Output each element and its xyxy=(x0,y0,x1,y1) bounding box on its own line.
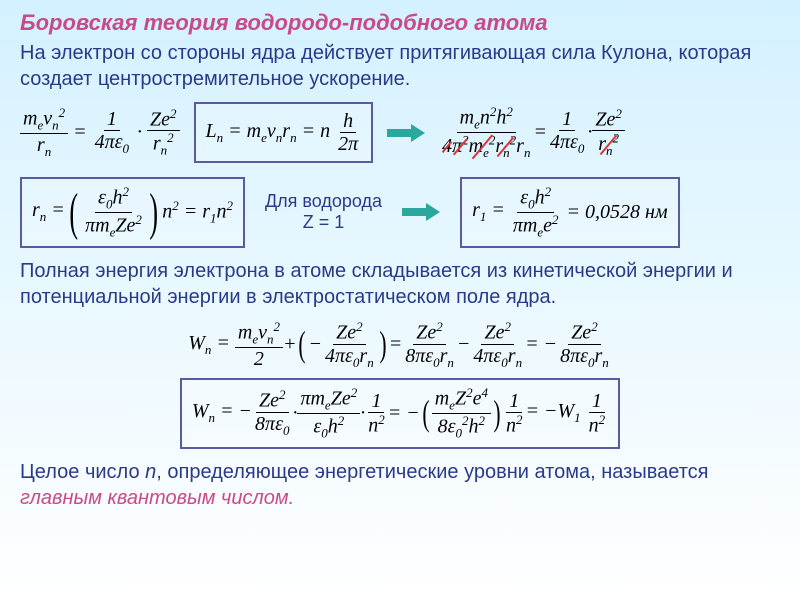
arrow-icon xyxy=(402,203,440,221)
angular-momentum-eq: Ln = mevnrn = n h2π xyxy=(194,102,374,163)
r1-eq: r1 = ε0h2πmee2 = 0,0528 нм xyxy=(460,177,680,248)
wn-final-eq: Wn = − Ze28πε0 · πmeZe2ε0h2 · 1n2 = − ( … xyxy=(180,378,620,449)
equation-row-2: rn = ( ε0h2πmeZe2 ) n2 = r1n2 Для водоро… xyxy=(20,177,780,248)
derived-eq: men2h2 4π2me2rn2rn = 14πε0 · Ze2rn2 xyxy=(439,105,625,160)
hydrogen-note: Для водорода Z = 1 xyxy=(265,191,382,233)
equation-row-4: Wn = − Ze28πε0 · πmeZe2ε0h2 · 1n2 = − ( … xyxy=(20,378,780,449)
energy-text: Полная энергия электрона в атоме складыв… xyxy=(20,258,780,310)
highlight-term: главным квантовым числом. xyxy=(20,487,294,509)
equation-row-1: mevn2rn = 14πε0 · Ze2rn2 Ln = mevnrn = n… xyxy=(20,102,780,163)
conclusion-text: Целое число n, определяющее энергетическ… xyxy=(20,459,780,511)
arrow-icon xyxy=(387,124,425,142)
n-symbol: n xyxy=(145,461,156,483)
slide-title: Боровская теория водородо-подобного атом… xyxy=(20,10,780,36)
rn-eq: rn = ( ε0h2πmeZe2 ) n2 = r1n2 xyxy=(20,177,245,248)
equation-row-3: Wn = mevn22 + (− Ze24πε0rn ) = Ze28πε0rn… xyxy=(20,320,780,370)
coulomb-centripetal-eq: mevn2rn = 14πε0 · Ze2rn2 xyxy=(20,106,180,159)
wn-eq: Wn = mevn22 + (− Ze24πε0rn ) = Ze28πε0rn… xyxy=(188,320,612,370)
intro-text: На электрон со стороны ядра действует пр… xyxy=(20,40,780,92)
